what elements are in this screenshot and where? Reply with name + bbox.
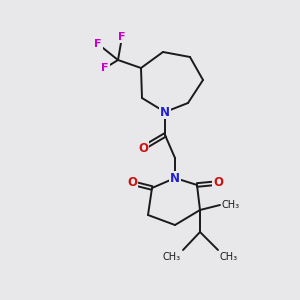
Text: N: N <box>170 172 180 184</box>
Text: N: N <box>160 106 170 118</box>
Text: F: F <box>101 63 109 73</box>
Text: O: O <box>138 142 148 154</box>
Text: CH₃: CH₃ <box>220 252 238 262</box>
Text: O: O <box>213 176 223 190</box>
Text: CH₃: CH₃ <box>163 252 181 262</box>
Text: CH₃: CH₃ <box>221 200 239 210</box>
Text: O: O <box>127 176 137 190</box>
Text: F: F <box>94 39 102 49</box>
Text: F: F <box>118 32 126 42</box>
